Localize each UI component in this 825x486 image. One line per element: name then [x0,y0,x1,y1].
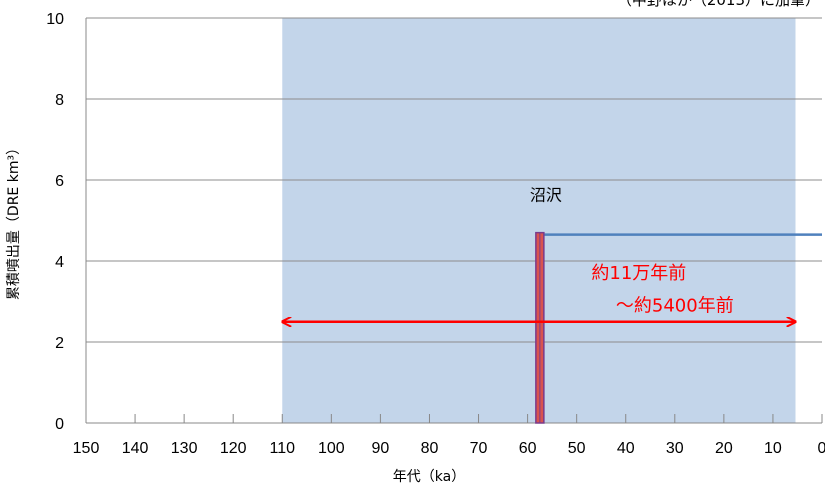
y-tick-label: 2 [55,335,64,352]
eruption-label: 沼沢 [530,185,562,204]
x-tick-label: 90 [372,440,390,457]
x-tick-label: 150 [73,440,100,457]
y-tick-label: 4 [55,254,64,271]
period-annotation-line2: ～約5400年前 [616,296,734,317]
gridlines [86,17,822,343]
x-tick-label: 110 [270,440,296,457]
y-tick-labels: 0 2 4 6 8 10 [46,11,64,433]
y-tick-label: 0 [55,416,64,433]
x-tick-label: 0 [818,440,825,457]
source-note: （中野ほか（2013）に加筆） [617,0,820,9]
x-tick-label: 50 [568,440,586,457]
y-tick-label: 10 [46,11,64,28]
y-tick-label: 8 [55,92,64,109]
y-axis-title: 累積噴出量（DRE km³） [6,141,22,300]
eruption-bars [535,231,545,424]
x-tick-label: 100 [318,440,345,457]
x-tick-label: 80 [421,440,439,457]
x-tick-label: 30 [666,440,684,457]
x-axis-title: 年代（ka） [393,469,465,485]
x-tick-marks [85,414,823,423]
x-tick-label: 20 [715,440,733,457]
x-tick-label: 130 [171,440,198,457]
x-tick-label: 70 [470,440,488,457]
x-tick-label: 120 [220,440,247,457]
x-tick-label: 60 [519,440,537,457]
period-annotation-line1: 約11万年前 [591,263,686,284]
x-tick-label: 10 [764,440,782,457]
x-tick-labels: 150 140 130 120 110 100 90 80 70 60 50 40 30 20 10 0 [73,440,825,457]
x-tick-label: 140 [122,440,149,457]
x-tick-label: 40 [617,440,635,457]
y-tick-label: 6 [55,173,64,190]
